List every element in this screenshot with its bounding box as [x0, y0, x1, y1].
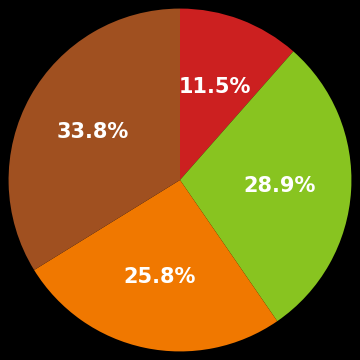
Wedge shape: [34, 180, 277, 351]
Text: 25.8%: 25.8%: [123, 267, 196, 287]
Text: 33.8%: 33.8%: [57, 122, 129, 141]
Wedge shape: [180, 9, 293, 180]
Wedge shape: [180, 51, 351, 321]
Text: 11.5%: 11.5%: [179, 77, 251, 97]
Wedge shape: [9, 9, 180, 270]
Text: 28.9%: 28.9%: [243, 176, 315, 196]
